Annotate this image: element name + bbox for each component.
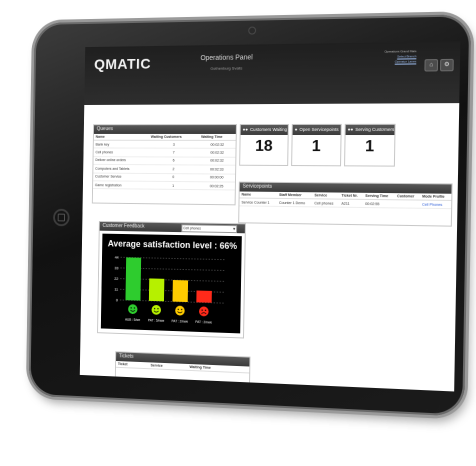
stat-customers-waiting: ●● Customers Waiting 18 bbox=[239, 123, 289, 167]
stat-label: Serving Customers bbox=[355, 126, 395, 132]
y-tick-label: 11 bbox=[114, 287, 118, 292]
bar bbox=[196, 290, 212, 303]
home-button[interactable] bbox=[53, 208, 70, 227]
operator-link[interactable]: Operator Lanes bbox=[394, 59, 417, 64]
settings-icon[interactable]: ⚙ bbox=[439, 58, 454, 72]
page-title: Operations Panel bbox=[200, 54, 253, 63]
satisfaction-chart: 44 33 22 11 0 A&B : 5/we PAT : 5/nwe PAT : 2/nw… bbox=[114, 255, 242, 325]
servicepoints-panel: Servicepoints Name Staff Member Service Tic… bbox=[238, 181, 453, 227]
table-cell: 00:02:25 bbox=[198, 181, 235, 191]
y-tick-label: 22 bbox=[114, 276, 118, 281]
table-cell: 00:02:55 bbox=[363, 199, 395, 209]
stat-value: 18 bbox=[255, 137, 273, 155]
service-select[interactable]: Cell phones ▾ bbox=[181, 224, 238, 234]
table-cell: 00:02:33 bbox=[198, 165, 236, 174]
service-select-value: Cell phones bbox=[183, 226, 201, 231]
person-icon: ● bbox=[294, 126, 298, 132]
camera-icon bbox=[248, 26, 257, 35]
top-bar: QMATIC Operations Panel Gothenburg Svall… bbox=[84, 41, 461, 105]
bar-count-label: PAT : 2/nwe bbox=[195, 320, 212, 325]
table-row[interactable]: Game registration 1 00:02:25 bbox=[93, 180, 235, 191]
stat-value: 1 bbox=[365, 138, 375, 156]
table-cell: 1 bbox=[148, 181, 199, 190]
smiley-icon bbox=[128, 304, 138, 315]
y-tick-label: 33 bbox=[114, 265, 118, 270]
home-icon[interactable]: ⌂ bbox=[424, 59, 439, 72]
tickets-col-service: Service bbox=[148, 362, 188, 371]
stat-label: Customers Waiting bbox=[249, 126, 288, 132]
y-tick-label: 44 bbox=[115, 255, 120, 260]
table-cell: Game registration bbox=[93, 180, 149, 190]
smiley-icon bbox=[198, 306, 209, 317]
table-cell: Bank key bbox=[93, 140, 149, 149]
table-cell: Cell phones bbox=[93, 148, 149, 157]
table-cell: 6 bbox=[148, 156, 199, 166]
table-cell: Cell phones bbox=[312, 198, 340, 208]
tickets-col-ticket: Ticket bbox=[115, 360, 149, 369]
tickets-col-waiting: Waiting Time bbox=[187, 363, 250, 373]
bar bbox=[125, 257, 142, 301]
logo: QMATIC bbox=[94, 55, 152, 74]
page-subtitle: Gothenburg Svalls bbox=[210, 65, 243, 71]
table-cell: 00:02:32 bbox=[198, 156, 236, 166]
tickets-panel: Tickets Ticket Service Waiting Time bbox=[114, 351, 251, 389]
stat-label: Open Servicepoints bbox=[299, 126, 339, 132]
queues-table: Name Waiting Customers Waiting Time Bank… bbox=[93, 133, 236, 191]
table-cell: Cell Phones bbox=[419, 200, 452, 210]
stat-serving-customers: ●● Serving Customers 1 bbox=[344, 123, 396, 167]
table-row[interactable]: Service Counter 1 Counter 1 Demo Cell phon… bbox=[239, 197, 452, 210]
feedback-panel: Customer Feedback Cell phones ▾ Average s… bbox=[97, 220, 246, 339]
queues-title: Queues bbox=[93, 125, 236, 134]
table-cell: Service Counter 1 bbox=[239, 197, 278, 207]
y-tick-label: 0 bbox=[116, 297, 118, 302]
bar bbox=[148, 278, 165, 302]
tablet-frame: QMATIC Operations Panel Gothenburg Svall… bbox=[28, 14, 472, 417]
table-cell bbox=[394, 199, 421, 209]
stat-open-servicepoints: ● Open Servicepoints 1 bbox=[291, 123, 342, 167]
people-icon: ●● bbox=[347, 126, 354, 132]
smiley-icon bbox=[151, 304, 162, 315]
queues-panel: Queues Name Waiting Customers Waiting Ti… bbox=[91, 124, 237, 206]
bar-count-label: A&B : 5/we bbox=[125, 318, 140, 323]
table-cell: 7 bbox=[148, 148, 200, 157]
tablet: QMATIC Operations Panel Gothenburg Svall… bbox=[13, 0, 476, 466]
bar bbox=[172, 280, 189, 303]
table-cell: Counter 1 Demo bbox=[276, 198, 313, 208]
table-cell: 3 bbox=[148, 140, 200, 149]
satisfaction-display: Average satisfaction level : 66% 44 33 22 1… bbox=[100, 233, 242, 334]
user-links: Operations Grand Mats Select Branch Oper… bbox=[365, 49, 416, 65]
chevron-down-icon: ▾ bbox=[233, 226, 236, 232]
screen: QMATIC Operations Panel Gothenburg Svall… bbox=[79, 41, 461, 392]
table-cell: 00:02:32 bbox=[198, 148, 236, 158]
bar-count-label: PAT : 2/nwe bbox=[171, 319, 188, 324]
stat-value: 1 bbox=[311, 138, 321, 156]
bar-count-label: PAT : 5/nwe bbox=[148, 318, 165, 323]
table-cell: 00:02:32 bbox=[199, 140, 236, 149]
smiley-icon bbox=[175, 305, 185, 316]
people-icon: ●● bbox=[242, 127, 249, 132]
table-cell: A211 bbox=[339, 199, 364, 208]
table-cell: 00:00:00 bbox=[198, 173, 236, 182]
servicepoints-table: Name Staff Member Service Ticket Nr. Serving… bbox=[239, 191, 452, 210]
